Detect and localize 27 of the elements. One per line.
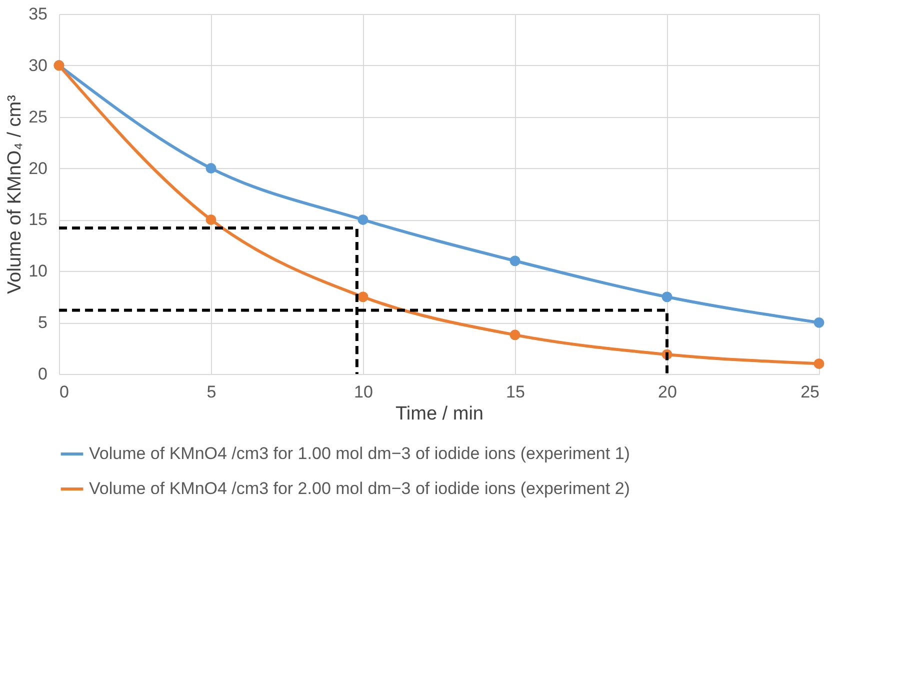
legend-label: Volume of KMnO4 /cm3 for 1.00 mol dm−3 of iodide ions (experiment 1) <box>89 444 630 463</box>
y-tick-label: 10 <box>28 262 48 281</box>
x-tick-label: 10 <box>354 382 373 402</box>
y-tick-label: 20 <box>28 158 48 178</box>
y-tick-label: 30 <box>28 56 48 75</box>
point <box>206 163 216 174</box>
legend-label: Volume of KMnO4 /cm3 for 2.00 mol dm−3 of iodide ions (experiment 2) <box>89 479 630 498</box>
point <box>510 330 520 340</box>
point <box>358 214 368 225</box>
x-tick-label: 20 <box>658 382 677 402</box>
point <box>662 292 672 302</box>
y-axis-title: Volume of KMnO₄ / cm³ <box>4 95 26 294</box>
x-tick-label: 15 <box>506 382 525 402</box>
y-tick-label: 35 <box>28 4 48 24</box>
x-axis-title: Time / min <box>396 404 484 424</box>
y-tick-label: 0 <box>38 364 48 384</box>
y-tick-label: 15 <box>28 210 48 230</box>
point <box>206 214 216 225</box>
y-tick-label: 5 <box>38 313 48 332</box>
point <box>814 317 824 328</box>
x-tick-label: 25 <box>800 382 820 402</box>
point <box>358 292 368 302</box>
x-tick-label: 0 <box>60 382 69 402</box>
x-tick-label: 5 <box>206 382 216 402</box>
point <box>814 358 824 369</box>
point <box>510 256 520 266</box>
y-tick-label: 25 <box>28 107 48 126</box>
